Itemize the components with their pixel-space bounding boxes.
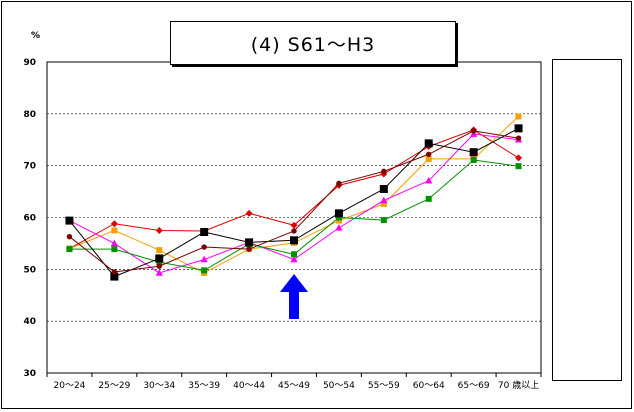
data-point	[380, 196, 388, 204]
x-tick-label: 50～54	[323, 381, 355, 391]
plot-area	[46, 61, 542, 374]
data-point	[155, 254, 164, 263]
data-point	[110, 272, 119, 281]
data-point	[245, 209, 253, 217]
series-h3	[66, 128, 522, 275]
x-tick-label: 30～34	[143, 381, 175, 391]
series-s63	[65, 130, 523, 276]
y-tick-label: 50	[23, 265, 36, 275]
data-point	[200, 255, 208, 263]
data-point	[334, 209, 343, 218]
data-point	[515, 154, 523, 162]
x-tick-label: 35～39	[188, 381, 220, 391]
y-tick-label: 40	[23, 317, 36, 327]
data-point	[470, 128, 477, 134]
data-point	[245, 238, 254, 247]
data-point	[380, 201, 387, 208]
y-tick-label: 90	[23, 58, 36, 68]
series-h1	[66, 156, 522, 274]
data-point	[156, 263, 162, 269]
data-point	[155, 226, 163, 234]
y-tick-label: 70	[23, 162, 36, 172]
data-point	[290, 255, 298, 263]
data-point	[290, 236, 298, 245]
data-point	[426, 151, 432, 157]
x-tick-label: 45～49	[278, 381, 310, 391]
data-point	[111, 227, 118, 234]
data-point	[111, 269, 118, 275]
data-point	[470, 156, 477, 163]
legend	[552, 59, 622, 381]
data-point	[469, 148, 478, 157]
x-tick-label: 40～44	[233, 381, 265, 391]
data-point	[424, 139, 433, 148]
data-point	[201, 244, 207, 250]
data-point	[66, 246, 73, 253]
data-point	[65, 216, 74, 225]
data-point	[111, 246, 118, 253]
data-point	[425, 195, 432, 202]
data-point	[515, 135, 522, 141]
data-point	[336, 180, 342, 186]
y-tick-label: 30	[23, 369, 36, 379]
y-tick-label: 80	[23, 110, 36, 120]
data-point	[290, 221, 298, 229]
data-point	[201, 267, 208, 274]
data-point	[335, 224, 343, 231]
data-point	[514, 124, 523, 133]
data-point	[66, 233, 73, 240]
data-point	[381, 168, 387, 175]
data-point	[335, 217, 342, 224]
data-point	[379, 184, 388, 193]
data-point	[515, 163, 522, 170]
y-axis-unit-label: %	[31, 31, 41, 41]
data-point	[335, 214, 342, 221]
x-tick-label: 60～64	[413, 381, 445, 391]
x-tick-label: 65～69	[458, 381, 490, 391]
y-tick-label: 60	[23, 214, 36, 224]
chart-title: (4) S61～H3	[170, 21, 456, 65]
data-point	[425, 155, 432, 162]
x-tick-label: 20～24	[54, 381, 86, 391]
data-point	[515, 113, 522, 120]
data-point	[291, 251, 297, 258]
data-point	[156, 247, 163, 254]
data-point	[110, 239, 118, 247]
data-point	[380, 217, 387, 224]
data-point	[200, 228, 209, 237]
data-point	[155, 269, 163, 276]
x-tick-label: 25～29	[98, 381, 130, 391]
up-arrow-annotation	[280, 274, 308, 319]
data-point	[425, 176, 433, 184]
data-point	[291, 228, 297, 234]
data-point	[246, 246, 252, 252]
x-tick-label: 70 歳以上	[498, 379, 539, 391]
x-tick-label: 55～59	[368, 381, 400, 391]
data-point	[110, 220, 118, 228]
